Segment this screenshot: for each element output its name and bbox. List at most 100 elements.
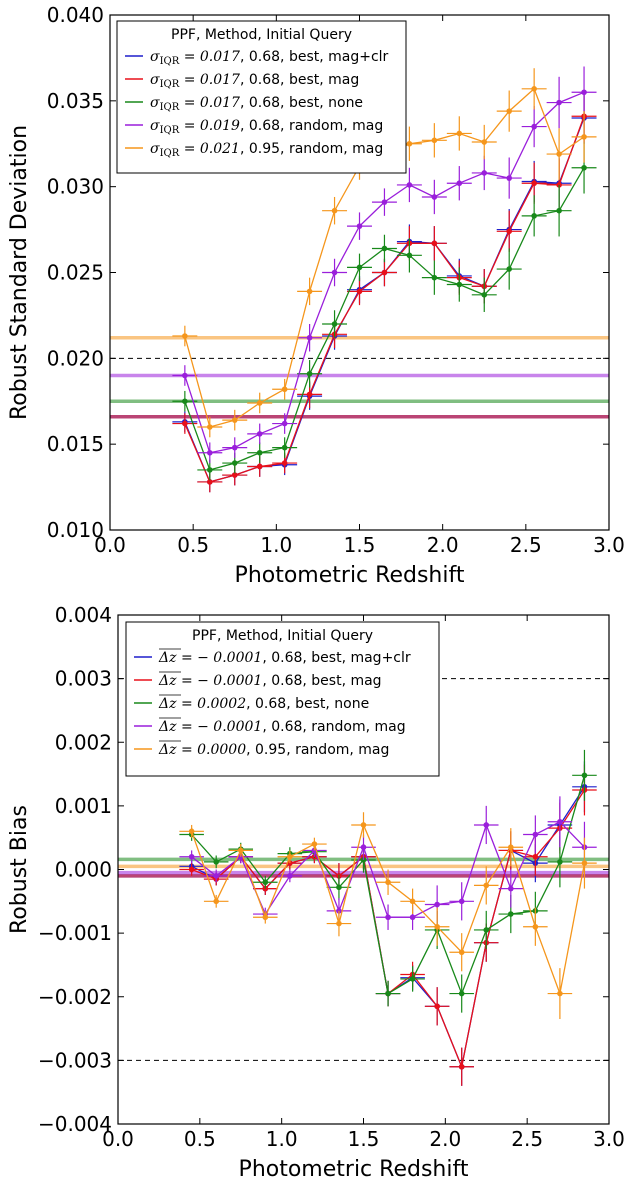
data-point — [207, 449, 213, 456]
y-axis-label: Robust Standard Deviation — [7, 125, 32, 420]
x-tick-label: 3.0 — [593, 533, 625, 557]
y-tick-label: 0.040 — [47, 3, 104, 27]
data-point — [483, 822, 490, 828]
y-tick-label: 0.002 — [55, 730, 112, 754]
data-point — [456, 180, 463, 187]
y-tick-label: −0.003 — [38, 1048, 112, 1072]
data-point — [406, 140, 413, 147]
data-point — [336, 884, 342, 891]
y-tick-label: 0.010 — [47, 518, 104, 542]
data-point — [481, 292, 488, 298]
data-point — [356, 223, 363, 229]
x-axis-label: Photometric Redshift — [239, 1157, 469, 1180]
data-point — [231, 460, 238, 466]
y-tick-label: 0.001 — [55, 794, 112, 818]
data-point — [331, 321, 338, 327]
y-tick-label: 0.020 — [47, 346, 104, 370]
x-tick-label: 2.0 — [427, 533, 459, 557]
data-point — [182, 420, 188, 427]
data-point — [231, 444, 238, 451]
data-point — [581, 860, 588, 866]
x-tick-label: 2.5 — [510, 533, 542, 557]
data-point — [182, 333, 188, 339]
data-point — [281, 444, 288, 451]
data-point — [385, 914, 391, 921]
data-point — [182, 398, 188, 405]
bias-panel: 0.0 0.5 1.0 1.5 2.0 2.5 3.0 −0.004 −0.003 −0.002 −… — [7, 603, 625, 1180]
legend-entry: σIQR = 0.017, 0.68, best, none — [150, 95, 363, 113]
data-point — [434, 1003, 440, 1010]
series-4 — [179, 812, 597, 1020]
data-point — [311, 841, 318, 847]
data-point — [306, 391, 313, 398]
data-point — [385, 990, 391, 997]
data-point — [406, 252, 413, 259]
data-point — [557, 818, 563, 825]
y-tick-label: 0.030 — [47, 175, 104, 199]
legend-entry: Δz = 0.0002, 0.68, best, none — [158, 696, 369, 712]
data-point — [182, 372, 188, 379]
data-point — [481, 170, 488, 176]
data-point — [281, 386, 288, 393]
data-point — [356, 264, 363, 271]
legend-entry: σIQR = 0.017, 0.68, best, mag — [150, 72, 359, 90]
y-tick-label: 0.025 — [47, 261, 104, 285]
data-point — [409, 914, 416, 921]
data-point — [281, 420, 288, 427]
data-point — [381, 199, 388, 205]
x-tick-label: 3.0 — [593, 1127, 625, 1151]
data-point — [207, 424, 213, 430]
data-point — [531, 213, 537, 219]
data-point — [581, 164, 587, 171]
data-point — [306, 334, 313, 341]
data-point — [581, 89, 587, 96]
data-point — [557, 859, 563, 865]
x-tick-label: 2.0 — [429, 1127, 461, 1151]
data-point — [508, 844, 514, 851]
data-point — [434, 923, 440, 930]
y-tick-label: 0.003 — [55, 667, 112, 691]
data-point — [336, 920, 342, 927]
data-point — [360, 822, 367, 828]
data-point — [287, 853, 293, 860]
data-point — [306, 288, 313, 295]
legend: PPF, Method, Initial Query σIQR = 0.017, … — [116, 20, 407, 174]
data-point — [188, 828, 195, 835]
y-tick-label: 0.004 — [55, 603, 112, 627]
data-point — [556, 99, 562, 106]
data-point — [287, 873, 293, 879]
x-tick-label: 0.0 — [94, 533, 126, 557]
x-tick-label: 1.0 — [266, 1127, 298, 1151]
data-point — [213, 873, 219, 879]
data-point — [188, 853, 195, 860]
data-point — [281, 460, 288, 466]
y-tick-label: −0.001 — [38, 921, 112, 945]
x-tick-label: 0.0 — [102, 1127, 134, 1151]
data-point — [508, 911, 514, 917]
data-point — [458, 1063, 465, 1070]
x-axis-label: Photometric Redshift — [235, 563, 465, 588]
data-point — [256, 463, 263, 470]
data-point — [556, 207, 562, 214]
legend-entry: Δz = 0.0000, 0.95, random, mag — [158, 742, 389, 758]
data-point — [506, 175, 512, 181]
data-point — [409, 976, 416, 982]
y-tick-label: −0.004 — [38, 1112, 112, 1136]
legend-entry: σIQR = 0.021, 0.95, random, mag — [150, 141, 383, 159]
data-point — [331, 269, 338, 276]
data-point — [458, 949, 465, 956]
data-point — [532, 923, 539, 930]
data-point — [557, 990, 563, 997]
data-point — [458, 990, 465, 997]
data-point — [356, 288, 363, 295]
data-point — [207, 467, 213, 473]
legend-entry: σIQR = 0.017, 0.68, best, mag+clr — [150, 49, 389, 67]
legend: PPF, Method, Initial Query Δz = − 0.0001,… — [125, 621, 440, 777]
data-point — [213, 859, 219, 865]
data-point — [231, 472, 238, 478]
data-point — [256, 400, 263, 406]
data-point — [213, 898, 219, 905]
legend-box — [116, 20, 407, 174]
data-point — [188, 866, 195, 873]
data-point — [531, 180, 537, 187]
